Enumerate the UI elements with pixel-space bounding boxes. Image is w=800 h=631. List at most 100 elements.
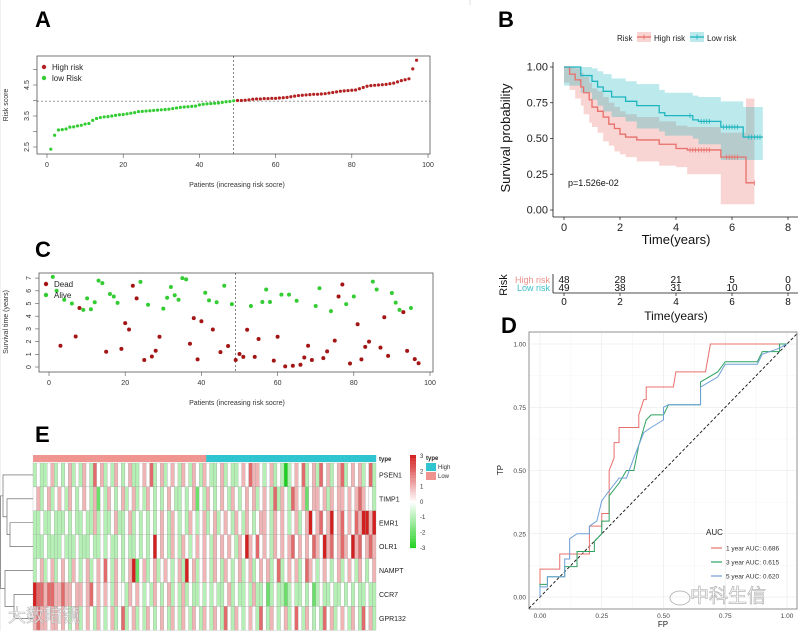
- heatmap-cell: [252, 606, 256, 631]
- heatmap-cell: [110, 606, 115, 631]
- annotation-cell: [216, 455, 221, 462]
- low-risk-point: [64, 127, 68, 131]
- roc-curve: [539, 343, 787, 597]
- heatmap-cell: [312, 606, 317, 631]
- heatmap-cell: [110, 486, 115, 511]
- heatmap-cell: [347, 582, 352, 607]
- heatmap-cell: [202, 606, 207, 631]
- dead-patient-point: [130, 283, 135, 288]
- heatmap-cell: [262, 558, 267, 583]
- risk-score-plot: 0 20 40 60 80 100 2.5 3.5 4.5 Patients (increasin…: [3, 55, 434, 189]
- heatmap-cell: [128, 558, 133, 583]
- heatmap-cell: [213, 558, 218, 583]
- heatmap-cell: [315, 606, 320, 631]
- heatmap-cell: [50, 510, 55, 535]
- heatmap-cell: [315, 558, 320, 583]
- color-scale-segment: [410, 509, 416, 511]
- heatmap-cell: [234, 606, 239, 631]
- legend-label: 1 year AUC: 0.686: [726, 546, 779, 553]
- annotation-cell: [227, 455, 232, 462]
- heatmap-cell: [92, 558, 97, 583]
- color-scale-segment: [410, 468, 416, 471]
- heatmap-cell: [336, 582, 341, 607]
- y-axis-title: Survival probability: [498, 83, 513, 193]
- heatmap-cell: [213, 510, 218, 535]
- high-risk-point: [293, 94, 297, 98]
- heatmap-cell: [117, 582, 122, 607]
- low-risk-point: [209, 102, 213, 106]
- annotation-cell: [322, 455, 327, 462]
- heatmap-cell: [167, 534, 172, 559]
- dead-patient-point: [256, 337, 261, 342]
- heatmap-cell: [100, 558, 104, 583]
- alive-patient-point: [168, 284, 173, 289]
- annotation-cell: [241, 455, 246, 462]
- heatmap-cell: [128, 534, 133, 559]
- heatmap-cell: [181, 462, 186, 488]
- heatmap-cell: [47, 558, 51, 583]
- annotation-cell: [110, 455, 115, 462]
- heatmap-cell: [174, 486, 179, 511]
- heatmap-cell: [237, 510, 242, 535]
- heatmap-cell: [128, 582, 133, 607]
- heatmap-cell: [326, 510, 331, 535]
- dead-patient-point: [363, 344, 368, 349]
- heatmap-cell: [245, 582, 249, 607]
- heatmap-cell: [294, 558, 299, 583]
- type-legend-title: type: [426, 456, 439, 462]
- heatmap-cell: [43, 486, 48, 511]
- x-tick-label: 80: [350, 380, 358, 387]
- heatmap-cell: [57, 510, 62, 535]
- heatmap-cell: [174, 462, 179, 488]
- heatmap-cell: [85, 486, 90, 511]
- heatmap-cell: [36, 462, 41, 488]
- legend-label: High risk: [654, 34, 686, 43]
- high-risk-point: [361, 85, 365, 90]
- dead-patient-point: [134, 296, 139, 301]
- heatmap-cell: [333, 462, 338, 488]
- dead-patient-point: [245, 327, 250, 332]
- high-risk-point: [403, 78, 407, 82]
- heatmap-cell: [124, 510, 129, 535]
- heatmap-cell: [39, 510, 44, 535]
- low-risk-point: [178, 105, 182, 109]
- heatmap-cell: [121, 534, 126, 559]
- heatmap-cell: [301, 582, 306, 607]
- heatmap-cell: [344, 606, 348, 631]
- annotation-cell: [177, 455, 182, 462]
- heatmap-cell: [107, 534, 111, 559]
- heatmap-cell: [262, 486, 267, 511]
- color-scale-segment: [410, 535, 416, 538]
- heatmap-cell: [248, 558, 253, 583]
- heatmap-cell: [36, 534, 41, 559]
- annotation-cell: [291, 455, 295, 462]
- heatmap-cell: [43, 534, 48, 559]
- heatmap-cell: [47, 582, 51, 607]
- heatmap-cell: [89, 510, 94, 535]
- heatmap-cell: [181, 558, 186, 583]
- heatmap-cell: [252, 582, 256, 607]
- annotation-cell: [114, 455, 119, 462]
- alive-patient-point: [207, 298, 212, 303]
- heatmap-cell: [128, 606, 133, 631]
- dendrogram-branch: [0, 495, 5, 589]
- heatmap-cell: [245, 510, 249, 535]
- risk-table-count: 0: [785, 283, 791, 294]
- low-risk-point: [224, 100, 228, 104]
- heatmap-cell: [156, 462, 161, 488]
- low-risk-point: [113, 113, 118, 117]
- heatmap-cell: [308, 510, 313, 535]
- heatmap-cell: [206, 558, 210, 583]
- high-risk-point: [262, 97, 266, 101]
- heatmap-cell: [124, 486, 129, 511]
- heatmap-cell: [368, 558, 373, 583]
- heatmap-cell: [160, 486, 164, 511]
- heatmap-cell: [92, 582, 97, 607]
- heatmap-cell: [340, 510, 345, 535]
- annotation-cell: [213, 455, 218, 462]
- heatmap-cell: [43, 558, 48, 583]
- heatmap-cell: [230, 558, 235, 583]
- heatmap-cell: [32, 558, 37, 583]
- heatmap-cell: [96, 606, 101, 631]
- gene-label: NAMPT: [379, 568, 404, 575]
